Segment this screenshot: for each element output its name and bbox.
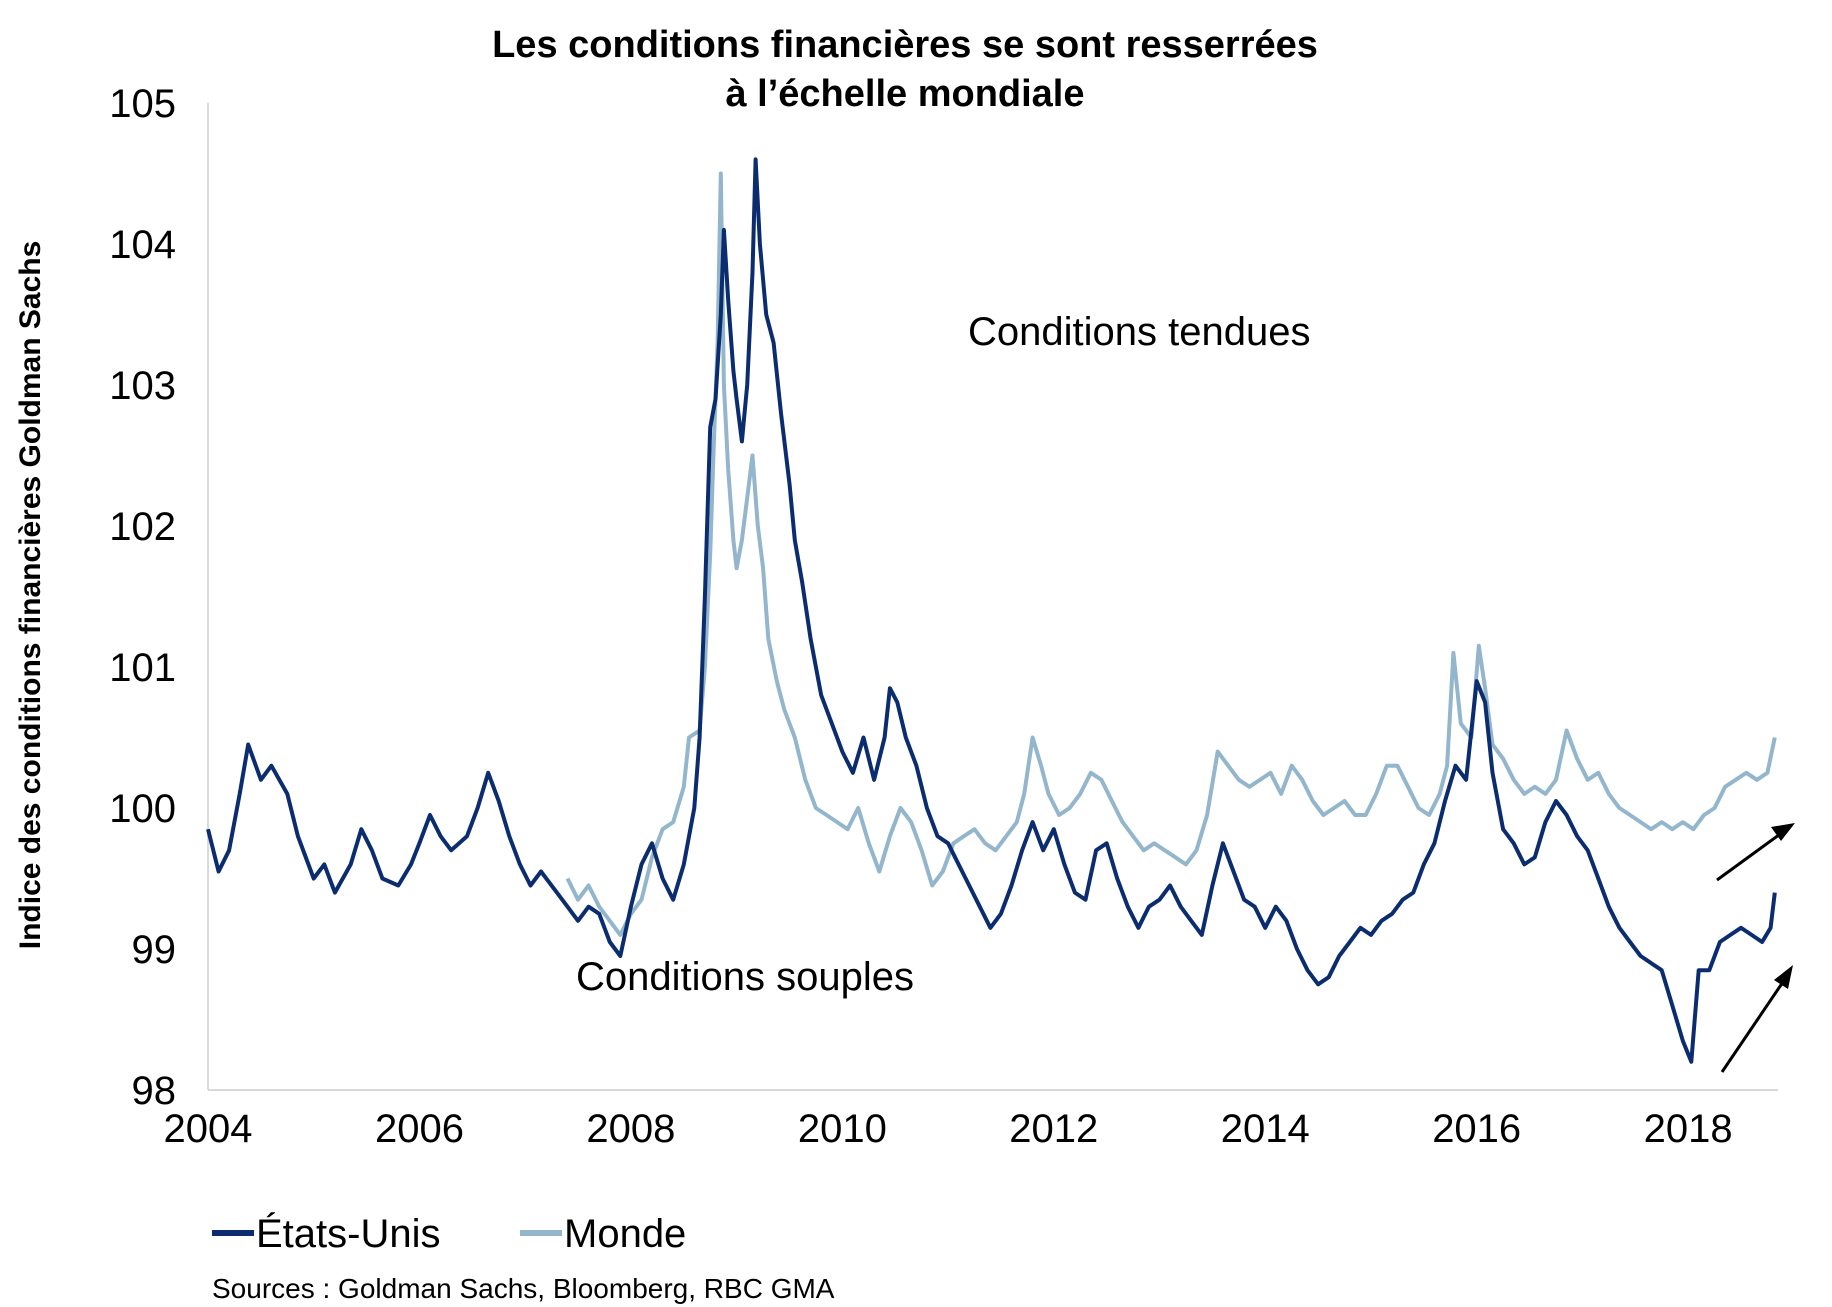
annotation-tight: Conditions tendues bbox=[968, 310, 1310, 354]
y-tick-label: 98 bbox=[132, 1069, 177, 1113]
x-tick-label: 2010 bbox=[798, 1107, 887, 1151]
y-tick-label: 101 bbox=[109, 646, 176, 690]
x-tick-label: 2016 bbox=[1432, 1107, 1521, 1151]
x-tick-label: 2008 bbox=[586, 1107, 675, 1151]
x-tick-label: 2014 bbox=[1221, 1107, 1310, 1151]
chart-title: Les conditions financières se sont resse… bbox=[492, 24, 1318, 66]
arrow-world-icon bbox=[1716, 823, 1795, 882]
x-tick-label: 2004 bbox=[164, 1107, 253, 1151]
y-tick-label: 104 bbox=[109, 223, 176, 267]
x-tick-label: 2012 bbox=[1009, 1107, 1098, 1151]
legend: États-Unis Monde bbox=[212, 1211, 686, 1256]
y-tick-label: 99 bbox=[132, 928, 177, 972]
legend-label-us: États-Unis bbox=[256, 1211, 441, 1256]
series-line-us bbox=[206, 157, 1777, 1064]
y-tick-label: 102 bbox=[109, 505, 176, 549]
x-axis-ticks: 2004 2006 2008 2010 2012 2014 2016 2018 bbox=[164, 1107, 1733, 1151]
annotation-loose: Conditions souples bbox=[576, 955, 914, 999]
chart-title-line2: à l’échelle mondiale bbox=[725, 73, 1084, 115]
y-axis-label: Indice des conditions financières Goldma… bbox=[14, 241, 47, 950]
y-tick-label: 103 bbox=[109, 364, 176, 408]
y-tick-label: 100 bbox=[109, 787, 176, 831]
series-layer bbox=[206, 157, 1777, 1064]
y-axis-ticks: 98 99 100 101 102 103 104 105 bbox=[109, 82, 176, 1113]
series-line-world bbox=[565, 171, 1777, 937]
x-tick-label: 2018 bbox=[1644, 1107, 1733, 1151]
legend-label-world: Monde bbox=[564, 1212, 686, 1256]
y-tick-label: 105 bbox=[109, 82, 176, 126]
source-note: Sources : Goldman Sachs, Bloomberg, RBC … bbox=[212, 1273, 835, 1304]
x-tick-label: 2006 bbox=[375, 1107, 464, 1151]
arrow-us-icon bbox=[1720, 965, 1793, 1073]
